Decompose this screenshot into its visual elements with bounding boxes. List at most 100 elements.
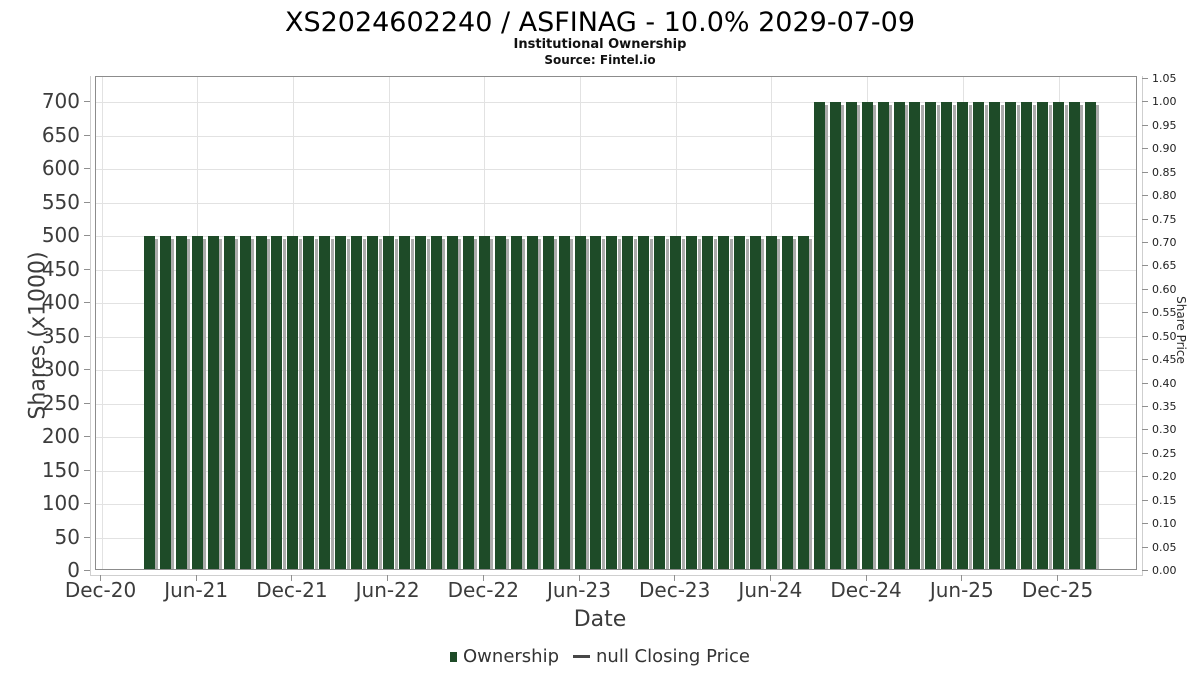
- right-axis-line: [1142, 76, 1143, 576]
- ownership-bar[interactable]: [319, 236, 331, 569]
- ownership-bar[interactable]: [415, 236, 426, 569]
- ownership-bar[interactable]: [925, 102, 937, 569]
- ownership-bar[interactable]: [686, 236, 698, 569]
- ownership-bar-shadow: [777, 239, 781, 569]
- ownership-bar[interactable]: [383, 236, 395, 569]
- ownership-bar[interactable]: [207, 236, 219, 569]
- y-left-tick-label: 550: [41, 189, 80, 214]
- ownership-bar[interactable]: [590, 236, 602, 569]
- ownership-bar-shadow: [298, 239, 302, 569]
- ownership-bar[interactable]: [781, 236, 793, 569]
- ownership-bar[interactable]: [239, 236, 251, 569]
- ownership-bar[interactable]: [654, 236, 666, 569]
- y-left-tick-label: 500: [41, 223, 80, 247]
- ownership-bar[interactable]: [287, 236, 299, 569]
- ownership-bar[interactable]: [351, 236, 363, 569]
- ownership-bar[interactable]: [526, 236, 538, 569]
- ownership-bar[interactable]: [813, 102, 825, 569]
- ownership-bar[interactable]: [957, 102, 969, 569]
- ownership-bar[interactable]: [941, 102, 953, 569]
- ownership-bar[interactable]: [797, 236, 809, 569]
- ownership-bar[interactable]: [1068, 102, 1080, 569]
- v-gridline: [101, 77, 103, 569]
- ownership-bar[interactable]: [478, 236, 490, 569]
- ownership-bar[interactable]: [223, 236, 235, 569]
- ownership-bar[interactable]: [877, 102, 889, 569]
- ownership-bar-shadow: [458, 239, 462, 569]
- y-right-tick-label: 0.45: [1152, 353, 1177, 367]
- ownership-bar[interactable]: [175, 236, 187, 569]
- ownership-bar[interactable]: [606, 236, 618, 569]
- ownership-bar-shadow: [633, 239, 637, 569]
- ownership-bar[interactable]: [191, 236, 203, 569]
- ownership-bar[interactable]: [399, 236, 411, 569]
- y-right-tick: [1142, 288, 1148, 290]
- ownership-bar[interactable]: [558, 236, 570, 569]
- ownership-bar[interactable]: [829, 102, 841, 569]
- ownership-bar[interactable]: [159, 236, 171, 569]
- ownership-bar[interactable]: [367, 236, 379, 569]
- ownership-bar-shadow: [474, 239, 478, 569]
- ownership-bar[interactable]: [446, 236, 458, 569]
- ownership-bar[interactable]: [1084, 102, 1096, 569]
- y-left-tick: [84, 469, 90, 471]
- ownership-bar[interactable]: [574, 236, 586, 569]
- ownership-bar-shadow: [171, 239, 175, 569]
- ownership-bar[interactable]: [510, 236, 522, 569]
- y-right-tick-label: 0.35: [1152, 400, 1177, 413]
- y-right-tick-label: 0.50: [1152, 329, 1177, 343]
- ownership-bar[interactable]: [702, 236, 714, 569]
- ownership-bar[interactable]: [1053, 102, 1064, 569]
- y-right-tick-label: 0.40: [1152, 376, 1177, 390]
- ownership-bar[interactable]: [749, 236, 761, 569]
- h-gridline: [96, 202, 1136, 204]
- ownership-bar[interactable]: [462, 236, 474, 569]
- y-right-tick: [1142, 382, 1148, 384]
- ownership-bar[interactable]: [143, 236, 155, 569]
- ownership-bar[interactable]: [734, 236, 745, 569]
- ownership-bar[interactable]: [861, 102, 873, 569]
- x-tick-label: Dec-25: [1021, 578, 1094, 602]
- y-left-tick: [84, 302, 90, 303]
- legend-item-closing-price[interactable]: null Closing Price: [573, 646, 750, 667]
- ownership-bar[interactable]: [973, 102, 985, 569]
- ownership-bar[interactable]: [622, 236, 634, 569]
- ownership-bar[interactable]: [303, 236, 315, 569]
- y-right-tick: [1142, 359, 1148, 361]
- y-right-tick: [1142, 499, 1148, 501]
- ownership-bar[interactable]: [1021, 102, 1033, 569]
- y-right-tick: [1142, 171, 1148, 173]
- ownership-bar[interactable]: [335, 236, 347, 569]
- y-right-tick-label: 0.80: [1152, 189, 1177, 203]
- ownership-bar[interactable]: [845, 102, 857, 569]
- ownership-bar[interactable]: [255, 236, 267, 569]
- ownership-bar-shadow: [586, 239, 589, 569]
- left-axis-line: [90, 76, 91, 576]
- ownership-bar[interactable]: [989, 102, 1001, 569]
- ownership-bar-shadow: [1016, 105, 1020, 569]
- legend-item-ownership[interactable]: Ownership: [450, 646, 559, 667]
- ownership-bar-shadow: [506, 239, 510, 569]
- chart-source: Source: Fintel.io: [544, 53, 656, 67]
- ownership-bar[interactable]: [494, 236, 506, 569]
- ownership-bar[interactable]: [430, 236, 442, 569]
- x-tick: [1057, 575, 1058, 581]
- x-axis-label: Date: [573, 607, 627, 632]
- ownership-bar[interactable]: [718, 236, 730, 569]
- ownership-bar[interactable]: [893, 102, 905, 569]
- y-right-tick-label: 0.95: [1152, 118, 1177, 132]
- plot-area: [95, 76, 1137, 570]
- ownership-bar[interactable]: [670, 236, 682, 569]
- ownership-bar[interactable]: [1037, 102, 1049, 569]
- ownership-bar[interactable]: [765, 236, 777, 569]
- y-right-tick: [1142, 452, 1148, 454]
- ownership-bar[interactable]: [542, 236, 554, 569]
- ownership-bar[interactable]: [638, 236, 650, 569]
- chart-subtitle: Institutional Ownership: [513, 37, 687, 52]
- y-right-tick: [1142, 523, 1148, 525]
- ownership-bar[interactable]: [1005, 102, 1017, 569]
- ownership-bar[interactable]: [909, 102, 921, 569]
- y-right-tick-label: 0.70: [1152, 236, 1177, 249]
- ownership-bar[interactable]: [271, 236, 283, 569]
- y-left-tick-label: 300: [41, 357, 80, 381]
